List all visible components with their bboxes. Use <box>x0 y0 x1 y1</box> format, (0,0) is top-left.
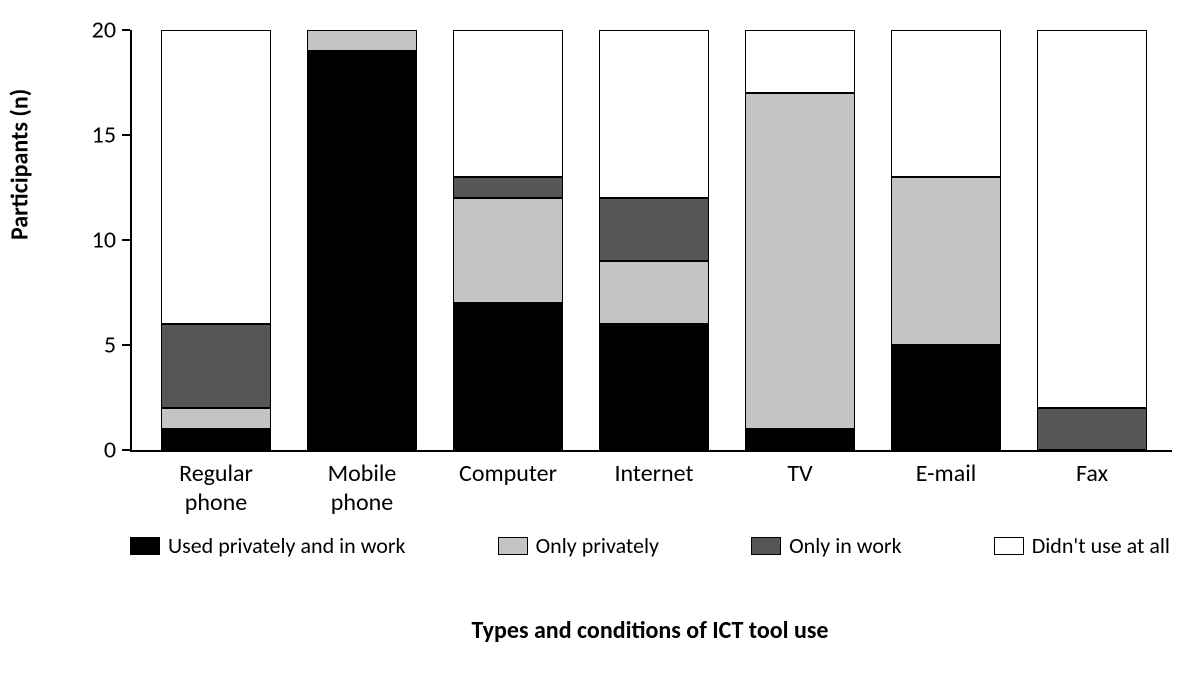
y-tick-label: 10 <box>20 226 116 255</box>
bar-segment <box>891 30 1001 177</box>
legend-item: Used privately and in work <box>130 532 406 559</box>
bar-segment <box>161 429 271 450</box>
y-tick-label: 15 <box>20 121 116 150</box>
bar-segment <box>599 261 709 324</box>
x-category-label: Internet <box>581 460 727 489</box>
y-tick <box>122 344 130 346</box>
legend: Used privately and in work Only privately… <box>130 532 1170 559</box>
legend-label: Didn't use at all <box>1032 532 1170 559</box>
bar-segment <box>745 93 855 429</box>
legend-swatch <box>130 537 160 555</box>
bar-segment <box>453 30 563 177</box>
bar-segment <box>599 324 709 450</box>
bar-segment <box>453 177 563 198</box>
x-category-label: Fax <box>1019 460 1165 489</box>
legend-item: Only in work <box>751 532 901 559</box>
bar-segment <box>307 51 417 450</box>
y-tick <box>122 449 130 451</box>
bar-segment <box>1037 30 1147 408</box>
bar-segment <box>891 345 1001 450</box>
legend-item: Didn't use at all <box>994 532 1170 559</box>
legend-swatch <box>994 537 1024 555</box>
bar-segment <box>1037 408 1147 450</box>
y-tick-label: 5 <box>20 331 116 360</box>
y-tick <box>122 134 130 136</box>
chart-container: Participants (n) 05101520 RegularphoneMo… <box>20 20 1180 667</box>
x-axis-title: Types and conditions of ICT tool use <box>130 616 1170 645</box>
bar-segment <box>599 30 709 198</box>
legend-label: Only in work <box>789 532 901 559</box>
legend-item: Only privately <box>498 532 659 559</box>
x-category-label: Regularphone <box>143 460 289 518</box>
x-category-label: E-mail <box>873 460 1019 489</box>
bar-segment <box>161 30 271 324</box>
bar-segment <box>161 324 271 408</box>
legend-swatch <box>498 537 528 555</box>
legend-swatch <box>751 537 781 555</box>
y-tick-label: 0 <box>20 436 116 465</box>
bar-segment <box>745 429 855 450</box>
bar-segment <box>161 408 271 429</box>
y-tick <box>122 239 130 241</box>
legend-label: Used privately and in work <box>168 532 406 559</box>
bar-segment <box>453 303 563 450</box>
legend-label: Only privately <box>536 532 659 559</box>
bar-segment <box>453 198 563 303</box>
bar-segment <box>599 198 709 261</box>
bar-segment <box>745 30 855 93</box>
bar-segment <box>307 30 417 51</box>
x-category-label: Computer <box>435 460 581 489</box>
bar-segment <box>891 177 1001 345</box>
x-category-label: Mobilephone <box>289 460 435 518</box>
y-tick-label: 20 <box>20 16 116 45</box>
y-tick <box>122 29 130 31</box>
x-category-label: TV <box>727 460 873 489</box>
